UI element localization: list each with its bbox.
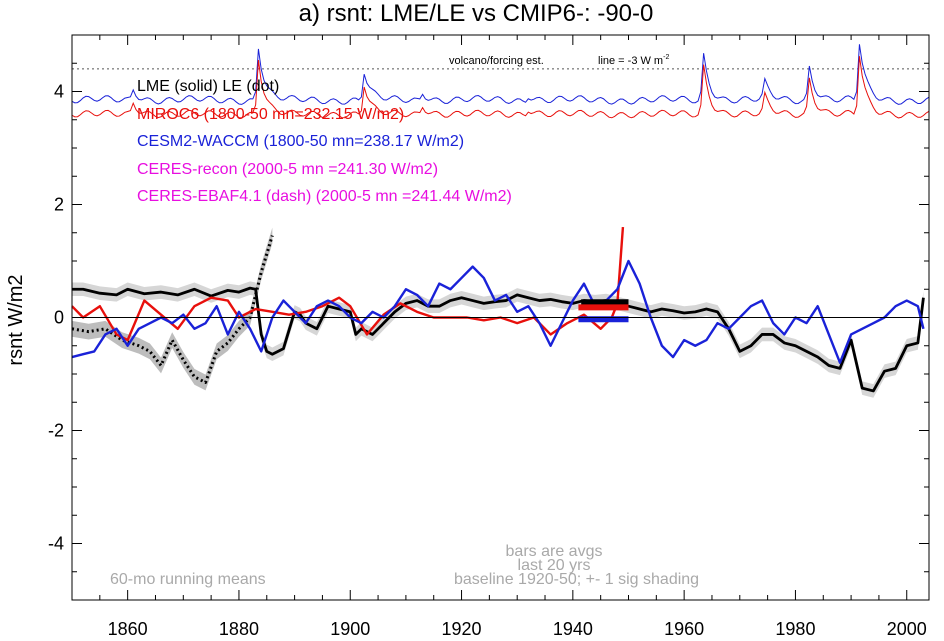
legend-miroc6: MIROC6 (1800-50 mn=232.15 W/m2) — [137, 106, 404, 123]
x-tick-label: 2000 — [887, 619, 927, 639]
bars-note-1: bars are avgs — [506, 543, 603, 560]
forcing-layer — [71, 44, 930, 119]
x-tick-label: 1940 — [553, 619, 593, 639]
chart-title: a) rsnt: LME/LE vs CMIP6-: -90-0 — [299, 0, 654, 27]
y-tick-label: 2 — [54, 195, 64, 215]
legend-lme-le: LME (solid) LE (dot) — [137, 78, 279, 95]
x-tick-label: 1860 — [108, 619, 148, 639]
y-tick-label: 0 — [54, 308, 64, 328]
legend-cesm2-waccm: CESM2-WACCM (1800-50 mn=238.17 W/m2) — [137, 133, 464, 150]
axis-layer: 1860 1880 1900 1920 1940 1960 1980 2000 -4 -2 0 2 4 — [48, 34, 930, 639]
series-layer — [71, 227, 925, 393]
series-lme-line — [72, 286, 925, 393]
y-tick-label: -4 — [48, 534, 64, 554]
le-sigma-shading — [72, 227, 273, 391]
y-axis-label: rsnt W/m2 — [5, 274, 27, 365]
x-tick-label: 1880 — [219, 619, 259, 639]
series-le-line — [71, 235, 274, 384]
forcing-line-miroc — [71, 56, 930, 119]
line-note-sup: -2 — [663, 54, 669, 61]
series-cesm2-waccm-line — [71, 259, 925, 364]
legend: LME (solid) LE (dot) MIROC6 (1800-50 mn=… — [137, 78, 512, 205]
x-tick-label: 1920 — [442, 619, 482, 639]
x-tick-label: 1960 — [664, 619, 704, 639]
bars-note-2: last 20 yrs — [518, 557, 591, 574]
y-tick-label: -2 — [48, 421, 64, 441]
line-note-text: line = -3 W m — [598, 55, 663, 67]
x-tick-label: 1900 — [330, 619, 370, 639]
y-tick-label: 4 — [54, 82, 64, 102]
volcano-note: volcano/forcing est. — [449, 55, 544, 67]
forcing-line-cesm — [71, 44, 930, 105]
legend-ceres-recon: CERES-recon (2000-5 mn =241.30 W/m2) — [137, 161, 438, 178]
x-tick-label: 1980 — [775, 619, 815, 639]
running-mean-note: 60-mo running means — [110, 571, 266, 588]
line-note: line = -3 W m-2 — [598, 54, 669, 67]
bars-layer — [578, 299, 629, 323]
series-miroc6-line — [71, 227, 625, 342]
legend-ceres-ebaf: CERES-EBAF4.1 (dash) (2000-5 mn =241.44 … — [137, 188, 512, 205]
baseline-note: baseline 1920-50; +- 1 sig shading — [454, 571, 699, 588]
